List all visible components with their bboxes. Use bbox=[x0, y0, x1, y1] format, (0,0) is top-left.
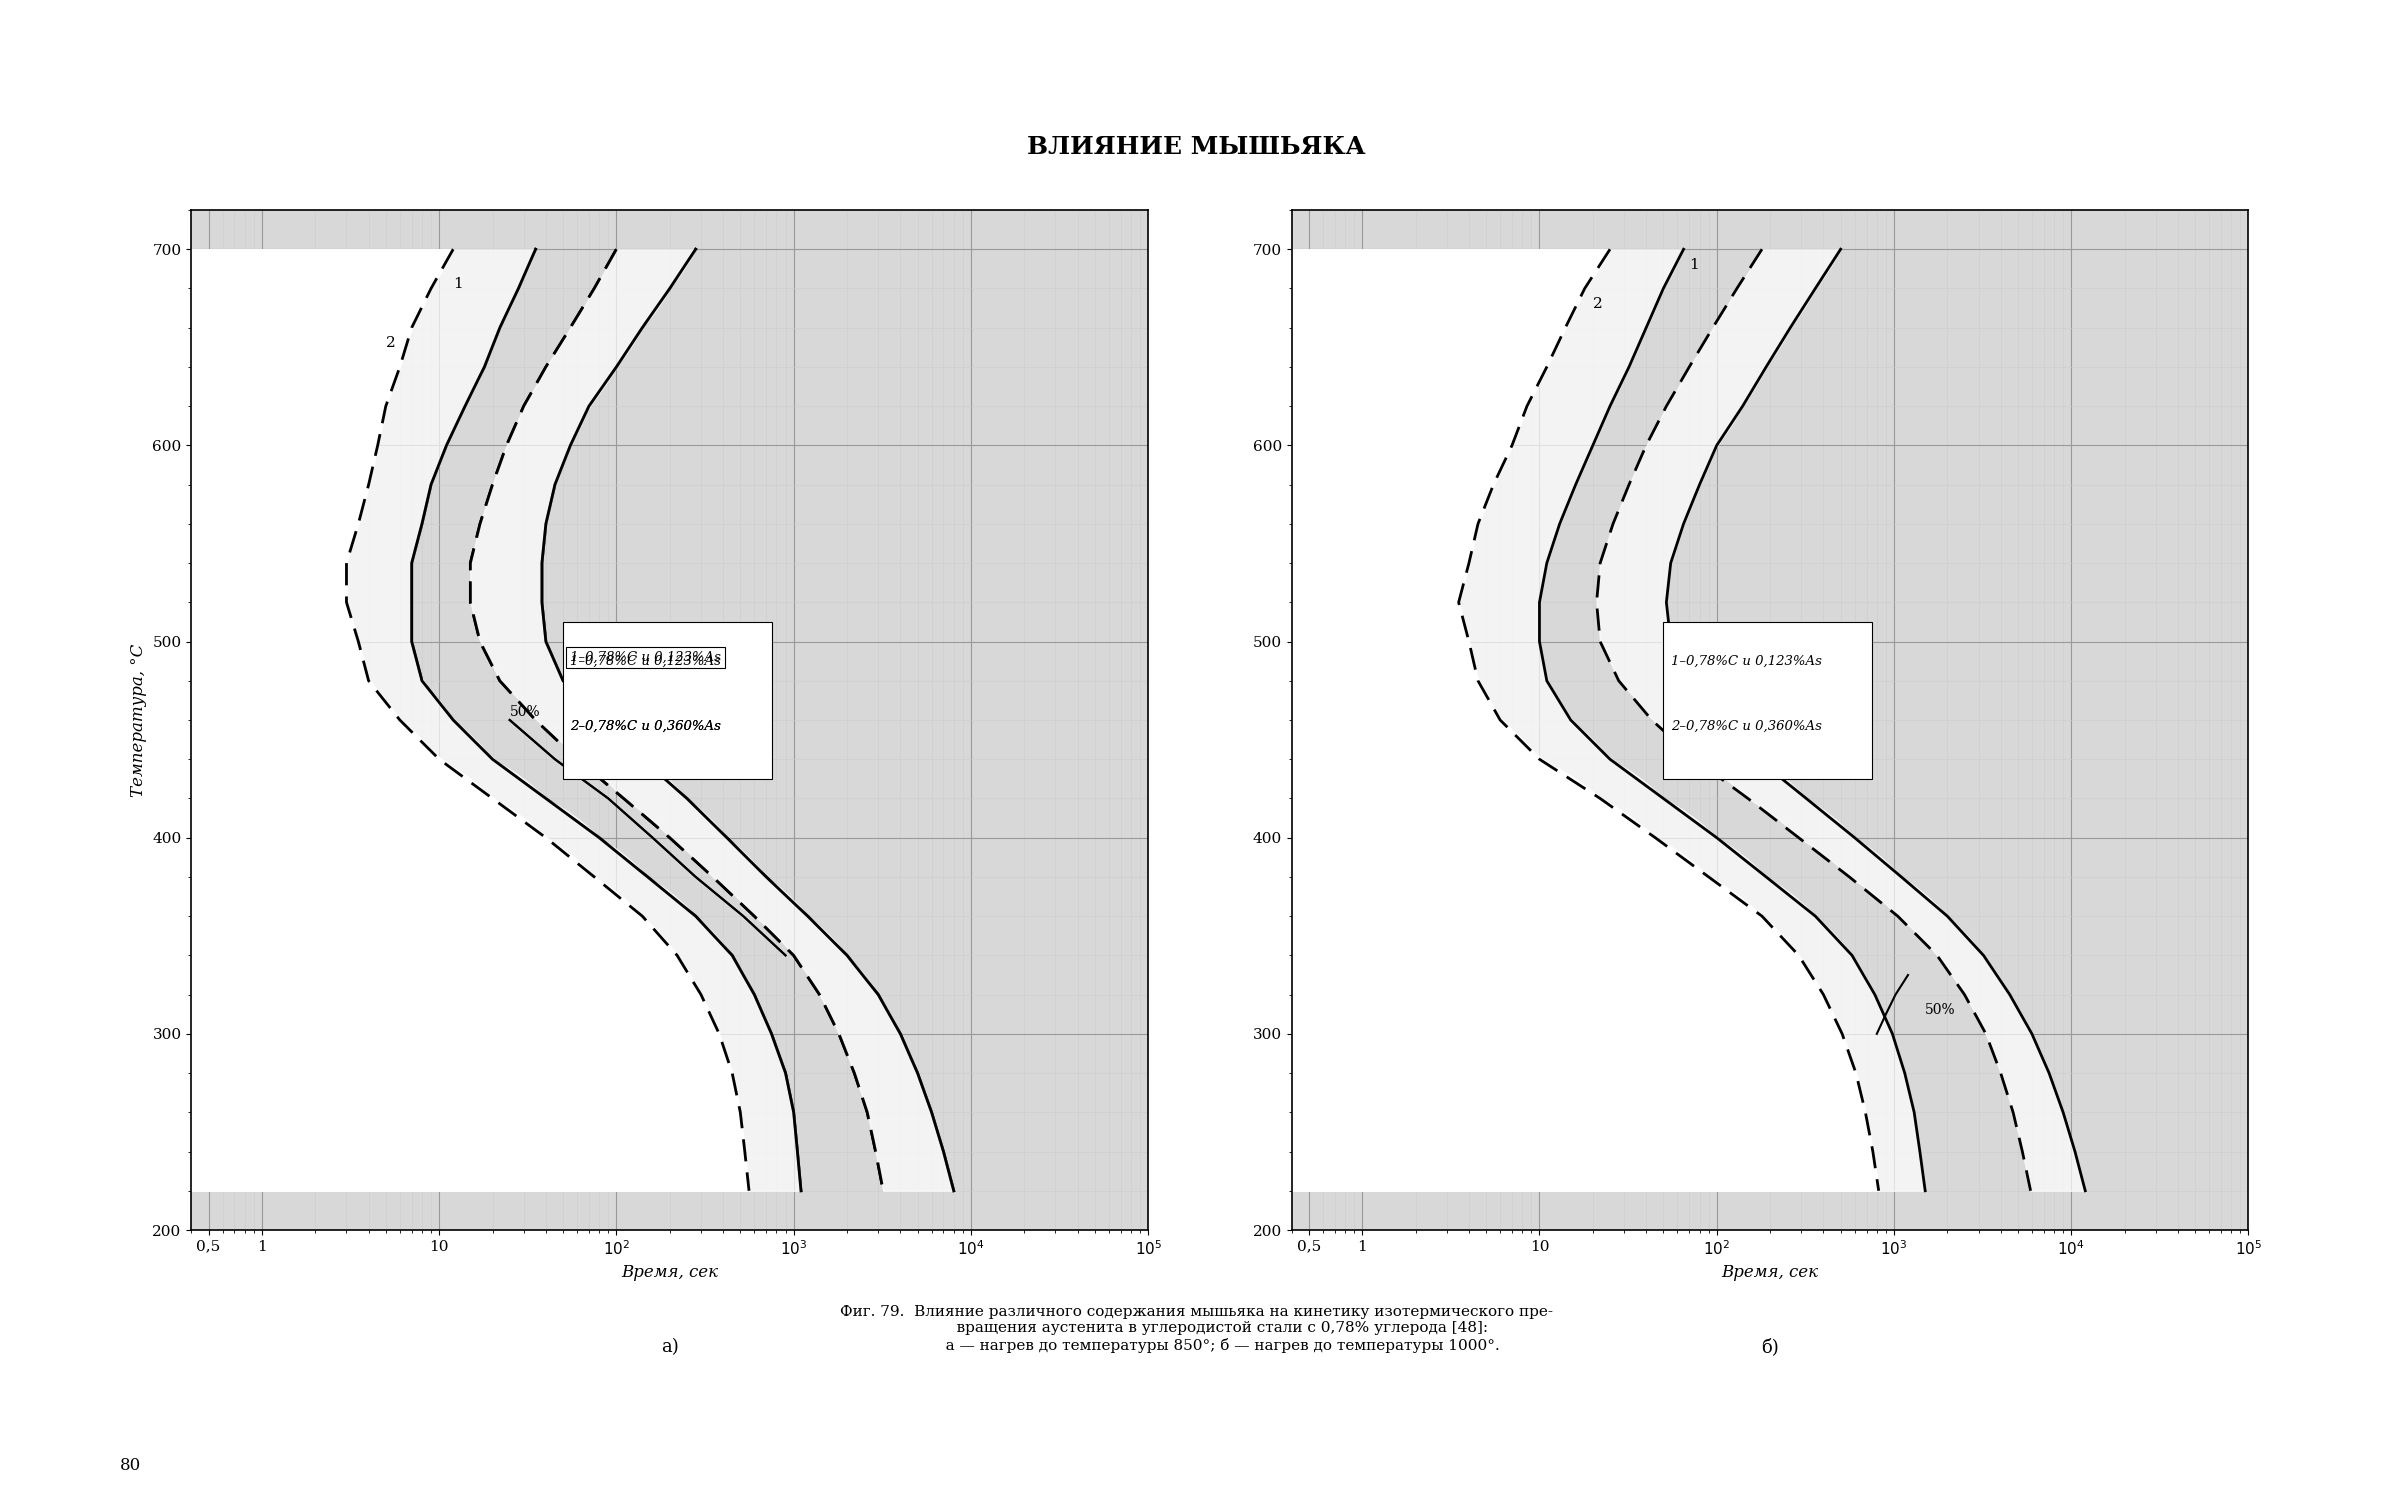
Text: 2–0,78%С и 0,360%As: 2–0,78%С и 0,360%As bbox=[1670, 720, 1823, 734]
Text: а): а) bbox=[660, 1338, 679, 1356]
Bar bbox=[1662, 622, 1873, 778]
Text: 1–0,78%С и 0,123%As: 1–0,78%С и 0,123%As bbox=[569, 651, 722, 664]
Text: 2: 2 bbox=[1593, 297, 1603, 310]
Bar bbox=[562, 622, 773, 778]
Y-axis label: Температура, °С: Температура, °С bbox=[129, 644, 146, 796]
Text: 2: 2 bbox=[385, 336, 395, 351]
Text: 1: 1 bbox=[1689, 258, 1698, 272]
Text: 1: 1 bbox=[452, 278, 464, 291]
Text: 50%: 50% bbox=[509, 705, 541, 718]
X-axis label: Время, сек: Время, сек bbox=[1722, 1264, 1818, 1281]
Text: 1–0,78%С и 0,123%As: 1–0,78%С и 0,123%As bbox=[569, 656, 722, 668]
Text: 2–0,78%С и 0,360%As: 2–0,78%С и 0,360%As bbox=[569, 720, 722, 734]
Text: 80: 80 bbox=[120, 1456, 141, 1474]
Text: 50%: 50% bbox=[1926, 1004, 1957, 1017]
Text: 2–0,78%С и 0,360%As: 2–0,78%С и 0,360%As bbox=[569, 720, 722, 734]
Text: ВЛИЯНИЕ МЫШЬЯКА: ВЛИЯНИЕ МЫШЬЯКА bbox=[1026, 135, 1366, 159]
Text: 1–0,78%С и 0,123%As: 1–0,78%С и 0,123%As bbox=[1670, 656, 1823, 668]
Text: Фиг. 79.  Влияние различного содержания мышьяка на кинетику изотермического пре-: Фиг. 79. Влияние различного содержания м… bbox=[840, 1305, 1552, 1353]
Text: б): б) bbox=[1761, 1338, 1780, 1356]
X-axis label: Время, сек: Время, сек bbox=[622, 1264, 718, 1281]
